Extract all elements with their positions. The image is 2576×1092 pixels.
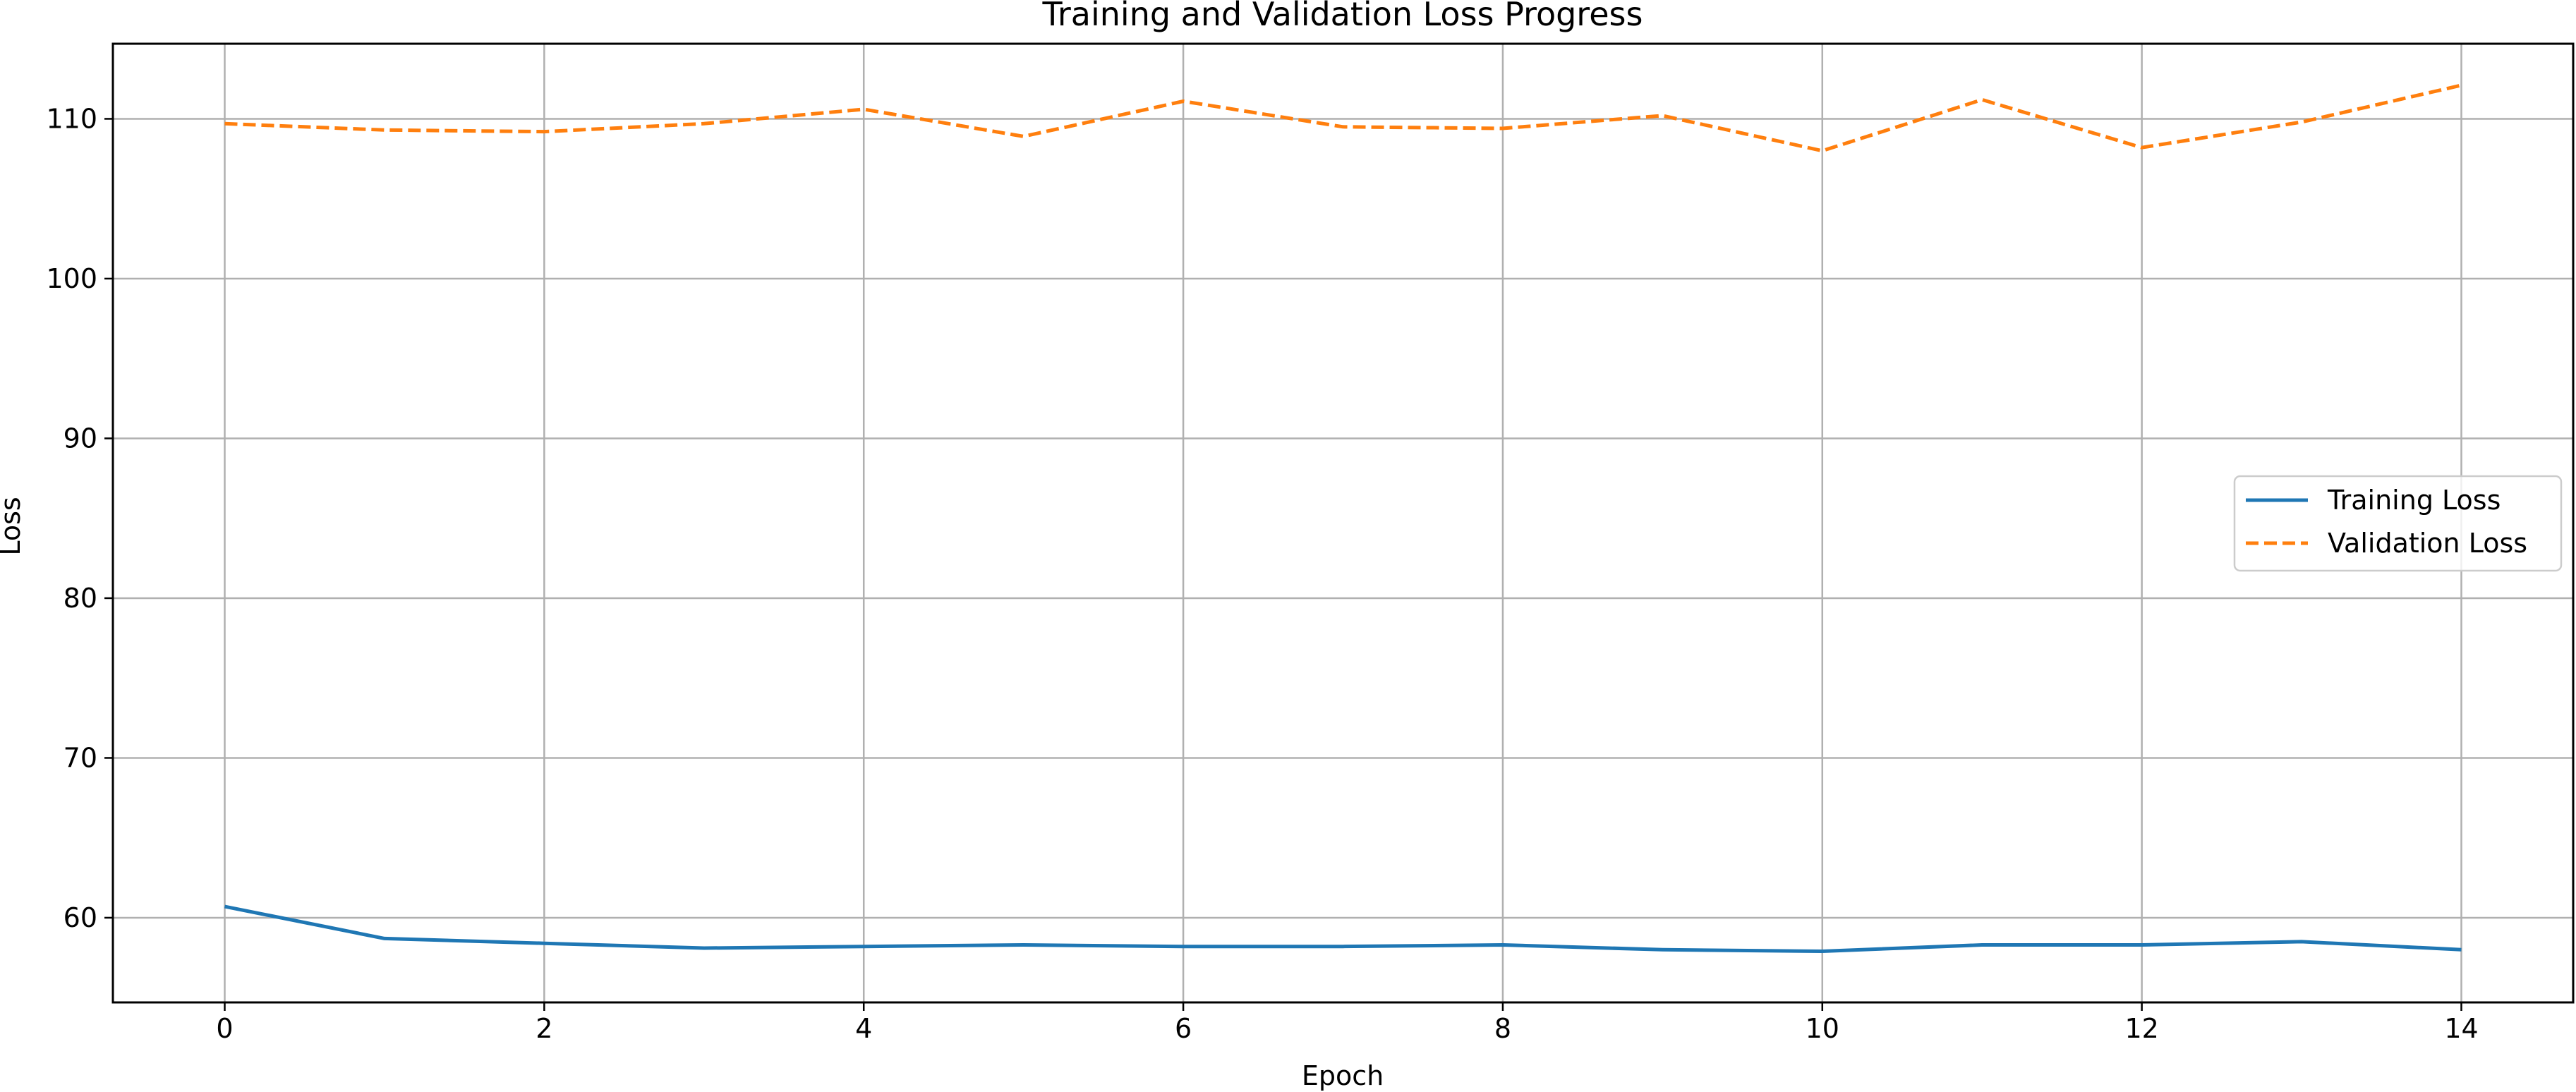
x-tick-label: 0: [216, 1013, 233, 1044]
series-line-training-loss: [224, 904, 2462, 953]
x-tick-label: 10: [1806, 1013, 1839, 1044]
y-tick-label: 90: [64, 423, 97, 454]
grid-lines: [113, 44, 2573, 1002]
legend: Training Loss Validation Loss: [2233, 475, 2563, 572]
y-axis-label: Loss: [0, 497, 26, 555]
y-tick-label: 100: [46, 263, 97, 294]
y-tick-label: 80: [64, 583, 97, 614]
x-axis-ticks: 0 2 4 6 8 10 12 14: [216, 1002, 2479, 1044]
x-tick-label: 14: [2444, 1013, 2478, 1044]
x-tick-label: 2: [536, 1013, 552, 1044]
x-tick-label: 12: [2124, 1013, 2158, 1044]
y-tick-label: 70: [64, 742, 97, 773]
legend-label: Validation Loss: [2328, 528, 2527, 559]
plot-area-frame: [111, 42, 2575, 1004]
series-line-validation-loss: [224, 83, 2462, 153]
x-tick-label: 6: [1175, 1013, 1192, 1044]
series-lines: [224, 83, 2462, 953]
y-tick-label: 110: [46, 103, 97, 134]
x-tick-label: 4: [855, 1013, 872, 1044]
y-axis-ticks: 60 70 80 90 100 110: [46, 103, 113, 933]
x-tick-label: 8: [1494, 1013, 1511, 1044]
y-tick-label: 60: [64, 902, 97, 933]
legend-label: Training Loss: [2327, 485, 2501, 516]
legend-box: [2233, 475, 2563, 572]
x-axis-label: Epoch: [1302, 1060, 1384, 1091]
chart-title: Training and Validation Loss Progress: [1042, 0, 1643, 33]
